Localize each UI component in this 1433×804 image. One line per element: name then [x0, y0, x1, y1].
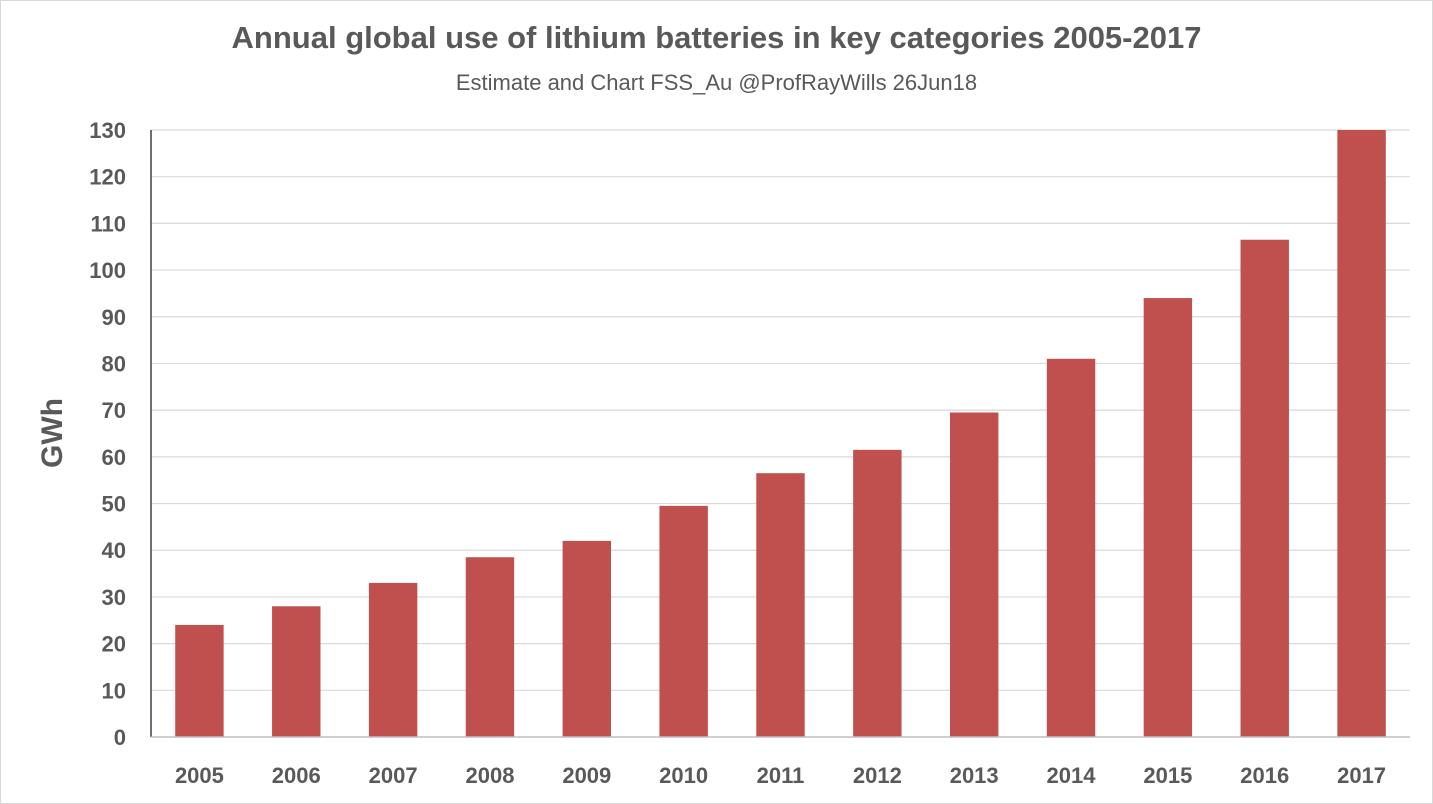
bar-2011 [756, 473, 805, 737]
bar-2005 [175, 624, 224, 737]
x-tick-label: 2016 [1240, 763, 1289, 788]
bar-2015 [1143, 298, 1193, 737]
bars [175, 130, 1386, 737]
y-tick-label: 110 [91, 211, 127, 236]
x-tick-label: 2013 [950, 763, 999, 788]
bar-2014 [1046, 358, 1096, 737]
y-axis-title: GWh [36, 398, 69, 468]
x-tick-label: 2005 [175, 763, 224, 788]
x-tick-label: 2009 [562, 763, 611, 788]
x-tick-label: 2006 [272, 763, 321, 788]
x-tick-label: 2010 [659, 763, 708, 788]
y-tick-label: 80 [102, 351, 126, 376]
bar-2012 [853, 449, 902, 737]
x-tick-labels: 2005 2006 2007 2008 2009 2010 2011 2012 2013 2014… [175, 763, 1386, 788]
chart-title: Annual global use of lithium batteries i… [231, 20, 1202, 55]
y-tick-label: 0 [114, 725, 126, 750]
x-tick-label: 2012 [853, 763, 902, 788]
bar-2013 [949, 412, 999, 737]
bar-2016 [1240, 239, 1289, 737]
bar-2007 [368, 582, 418, 737]
y-tick-label: 130 [89, 118, 126, 143]
y-tick-label: 10 [102, 678, 126, 703]
y-tick-labels: 0 10 20 30 40 50 60 70 80 90 100 110 120 130 [89, 118, 126, 750]
x-tick-label: 2015 [1143, 763, 1192, 788]
y-tick-label: 60 [102, 445, 126, 470]
chart-subtitle: Estimate and Chart FSS_Au @ProfRayWills … [455, 70, 978, 95]
y-tick-label: 40 [102, 538, 126, 563]
bar-2017 [1337, 130, 1386, 737]
x-tick-label: 2008 [465, 763, 514, 788]
y-tick-label: 20 [102, 632, 126, 657]
bar-2010 [659, 505, 708, 737]
y-tick-label: 90 [102, 305, 126, 330]
x-tick-label: 2007 [369, 763, 418, 788]
bar-2008 [465, 557, 515, 737]
x-tick-label: 2014 [1047, 763, 1097, 788]
x-tick-label: 2011 [757, 763, 805, 788]
y-tick-label: 50 [102, 492, 126, 517]
y-tick-label: 120 [89, 165, 126, 190]
y-tick-label: 70 [102, 398, 126, 423]
bar-2006 [272, 606, 321, 737]
bar-2009 [562, 540, 612, 737]
y-tick-label: 100 [89, 258, 126, 283]
y-tick-label: 30 [102, 585, 126, 610]
x-tick-label: 2017 [1337, 763, 1386, 788]
